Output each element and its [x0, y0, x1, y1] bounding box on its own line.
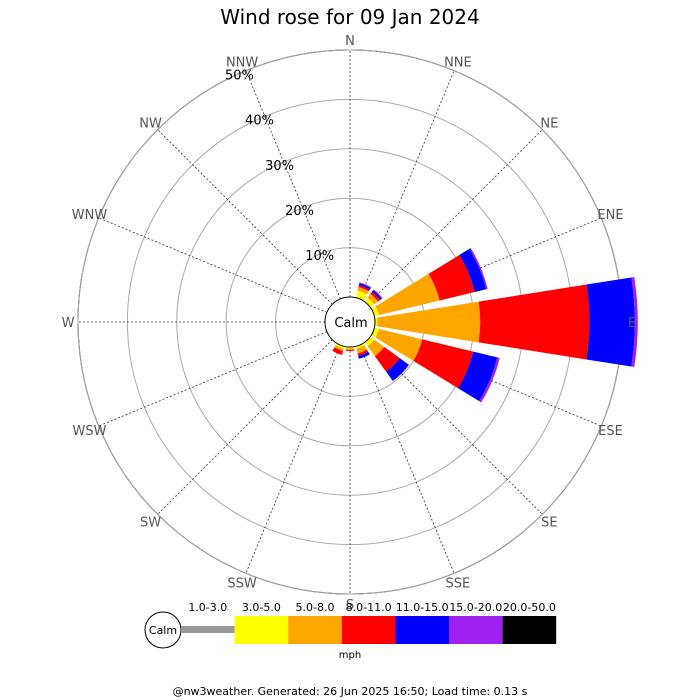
ring-label-3: 30%	[265, 159, 294, 174]
petal-nne-bin-6	[359, 282, 372, 289]
direction-label-w: W	[62, 316, 75, 331]
spoke-ne	[367, 129, 543, 305]
petal-e-bin-5	[586, 277, 635, 367]
petal-e-bin-6	[631, 276, 638, 368]
petal-ese-bin-2	[371, 327, 380, 338]
spoke-ssw	[245, 344, 341, 574]
petal-sse-bin-5	[358, 351, 370, 359]
direction-label-ne: NE	[540, 117, 558, 132]
direction-labels: N NNE NE ENE E ESE SE SSE S SSW SW WSW W WNW NW NNW	[62, 34, 637, 613]
legend-label-7: 20.0-50.0	[503, 601, 556, 614]
direction-label-ene: ENE	[597, 208, 623, 223]
direction-label-sw: SW	[140, 515, 161, 530]
direction-label-s: S	[346, 598, 354, 613]
legend-swatch-6	[449, 616, 503, 644]
petal-ssw-bin-3	[334, 345, 344, 352]
legend-label-6: 15.0-20.0	[449, 601, 502, 614]
petal-se-bin-5	[386, 358, 409, 381]
legend-swatch-3	[288, 616, 342, 644]
petal-nne-bin-5	[358, 283, 371, 290]
speed-legend: Calm 1.0-3.0 3.0-5.0 5.0-8.0 8.0-11.0 11.0-1…	[144, 601, 557, 649]
wind-petals	[332, 248, 638, 403]
legend-calm-label: Calm	[149, 624, 177, 637]
direction-label-se: SE	[541, 515, 557, 530]
petal-ese-bin-6	[479, 357, 500, 403]
petal-nne-bin-3	[357, 287, 369, 295]
spoke-nw	[157, 129, 333, 305]
petal-ne-bin-4	[370, 291, 381, 302]
petal-ne-bin-6	[373, 289, 383, 299]
spoke-wnw	[98, 217, 328, 313]
petal-ssw-bin-2	[335, 343, 345, 349]
direction-label-ese: ESE	[598, 424, 623, 439]
petal-ene-bin-5	[459, 248, 487, 293]
legend-label-4: 8.0-11.0	[346, 601, 392, 614]
legend-label-1: 1.0-3.0	[188, 601, 227, 614]
petal-se-bin-2	[364, 336, 375, 347]
direction-label-n: N	[345, 34, 355, 49]
legend-swatch-5	[395, 616, 449, 644]
petal-e-bin-3	[377, 301, 481, 343]
petal-ene-bin-2	[371, 306, 380, 317]
petal-ne-bin-3	[367, 293, 379, 305]
direction-label-sse: SSE	[446, 577, 471, 592]
petal-sse-bin-4	[357, 349, 369, 356]
petal-sse-bin-2	[355, 343, 365, 349]
petal-sse-bin-3	[356, 345, 367, 354]
petal-ne-bin-5	[371, 290, 382, 301]
petal-ese-bin-4	[413, 339, 474, 389]
footer-text: @nw3weather. Generated: 26 Jun 2025 16:5…	[173, 685, 528, 698]
direction-label-wsw: WSW	[73, 424, 107, 439]
legend-swatch-1	[181, 626, 235, 633]
legend-label-2: 3.0-5.0	[242, 601, 281, 614]
petal-ese-bin-3	[375, 328, 423, 361]
spoke-sw	[157, 339, 333, 515]
petal-nne-bin-4	[358, 285, 370, 292]
ring-label-4: 40%	[245, 114, 274, 129]
legend-swatch-4	[341, 616, 396, 644]
legend-label-5: 11.0-15.0	[396, 601, 449, 614]
spoke-nnw	[245, 70, 341, 300]
petal-se-bin-3	[367, 339, 385, 357]
direction-label-nnw: NNW	[226, 56, 258, 71]
chart-title: Wind rose for 09 Jan 2024	[220, 5, 479, 29]
calm-label: Calm	[334, 316, 367, 331]
spoke-wsw	[98, 331, 328, 427]
calm-center: Calm	[324, 296, 376, 348]
petal-se-bin-4	[374, 346, 400, 372]
calm-circle	[324, 296, 376, 348]
petal-ene-bin-4	[428, 254, 475, 301]
legend-swatch-2	[234, 616, 289, 644]
petal-e-bin-4	[478, 284, 590, 360]
legend-swatch-7	[502, 616, 557, 644]
petal-ese-bin-5	[458, 351, 498, 402]
ring-label-1: 10%	[305, 249, 334, 264]
petal-ssw-bin-4	[332, 347, 344, 355]
direction-label-ssw: SSW	[227, 577, 257, 592]
petal-s-bin-3	[345, 348, 355, 350]
direction-label-nw: NW	[139, 117, 162, 132]
ring-labels: 10% 20% 30% 40% 50%	[225, 69, 334, 265]
ring-label-5: 50%	[225, 69, 254, 84]
direction-label-e: E	[628, 316, 636, 331]
direction-label-nne: NNE	[444, 56, 472, 71]
direction-label-wnw: WNW	[72, 208, 108, 223]
ring-label-2: 20%	[285, 204, 314, 219]
petal-s-bin-4	[345, 349, 355, 351]
legend-unit: mph	[339, 650, 361, 661]
spoke-sse	[359, 344, 455, 574]
petal-ene-bin-3	[375, 273, 440, 316]
spoke-nne	[359, 70, 455, 300]
petal-ne-bin-2	[364, 297, 375, 308]
petal-ene-bin-6	[469, 248, 488, 290]
legend-label-3: 5.0-8.0	[296, 601, 335, 614]
